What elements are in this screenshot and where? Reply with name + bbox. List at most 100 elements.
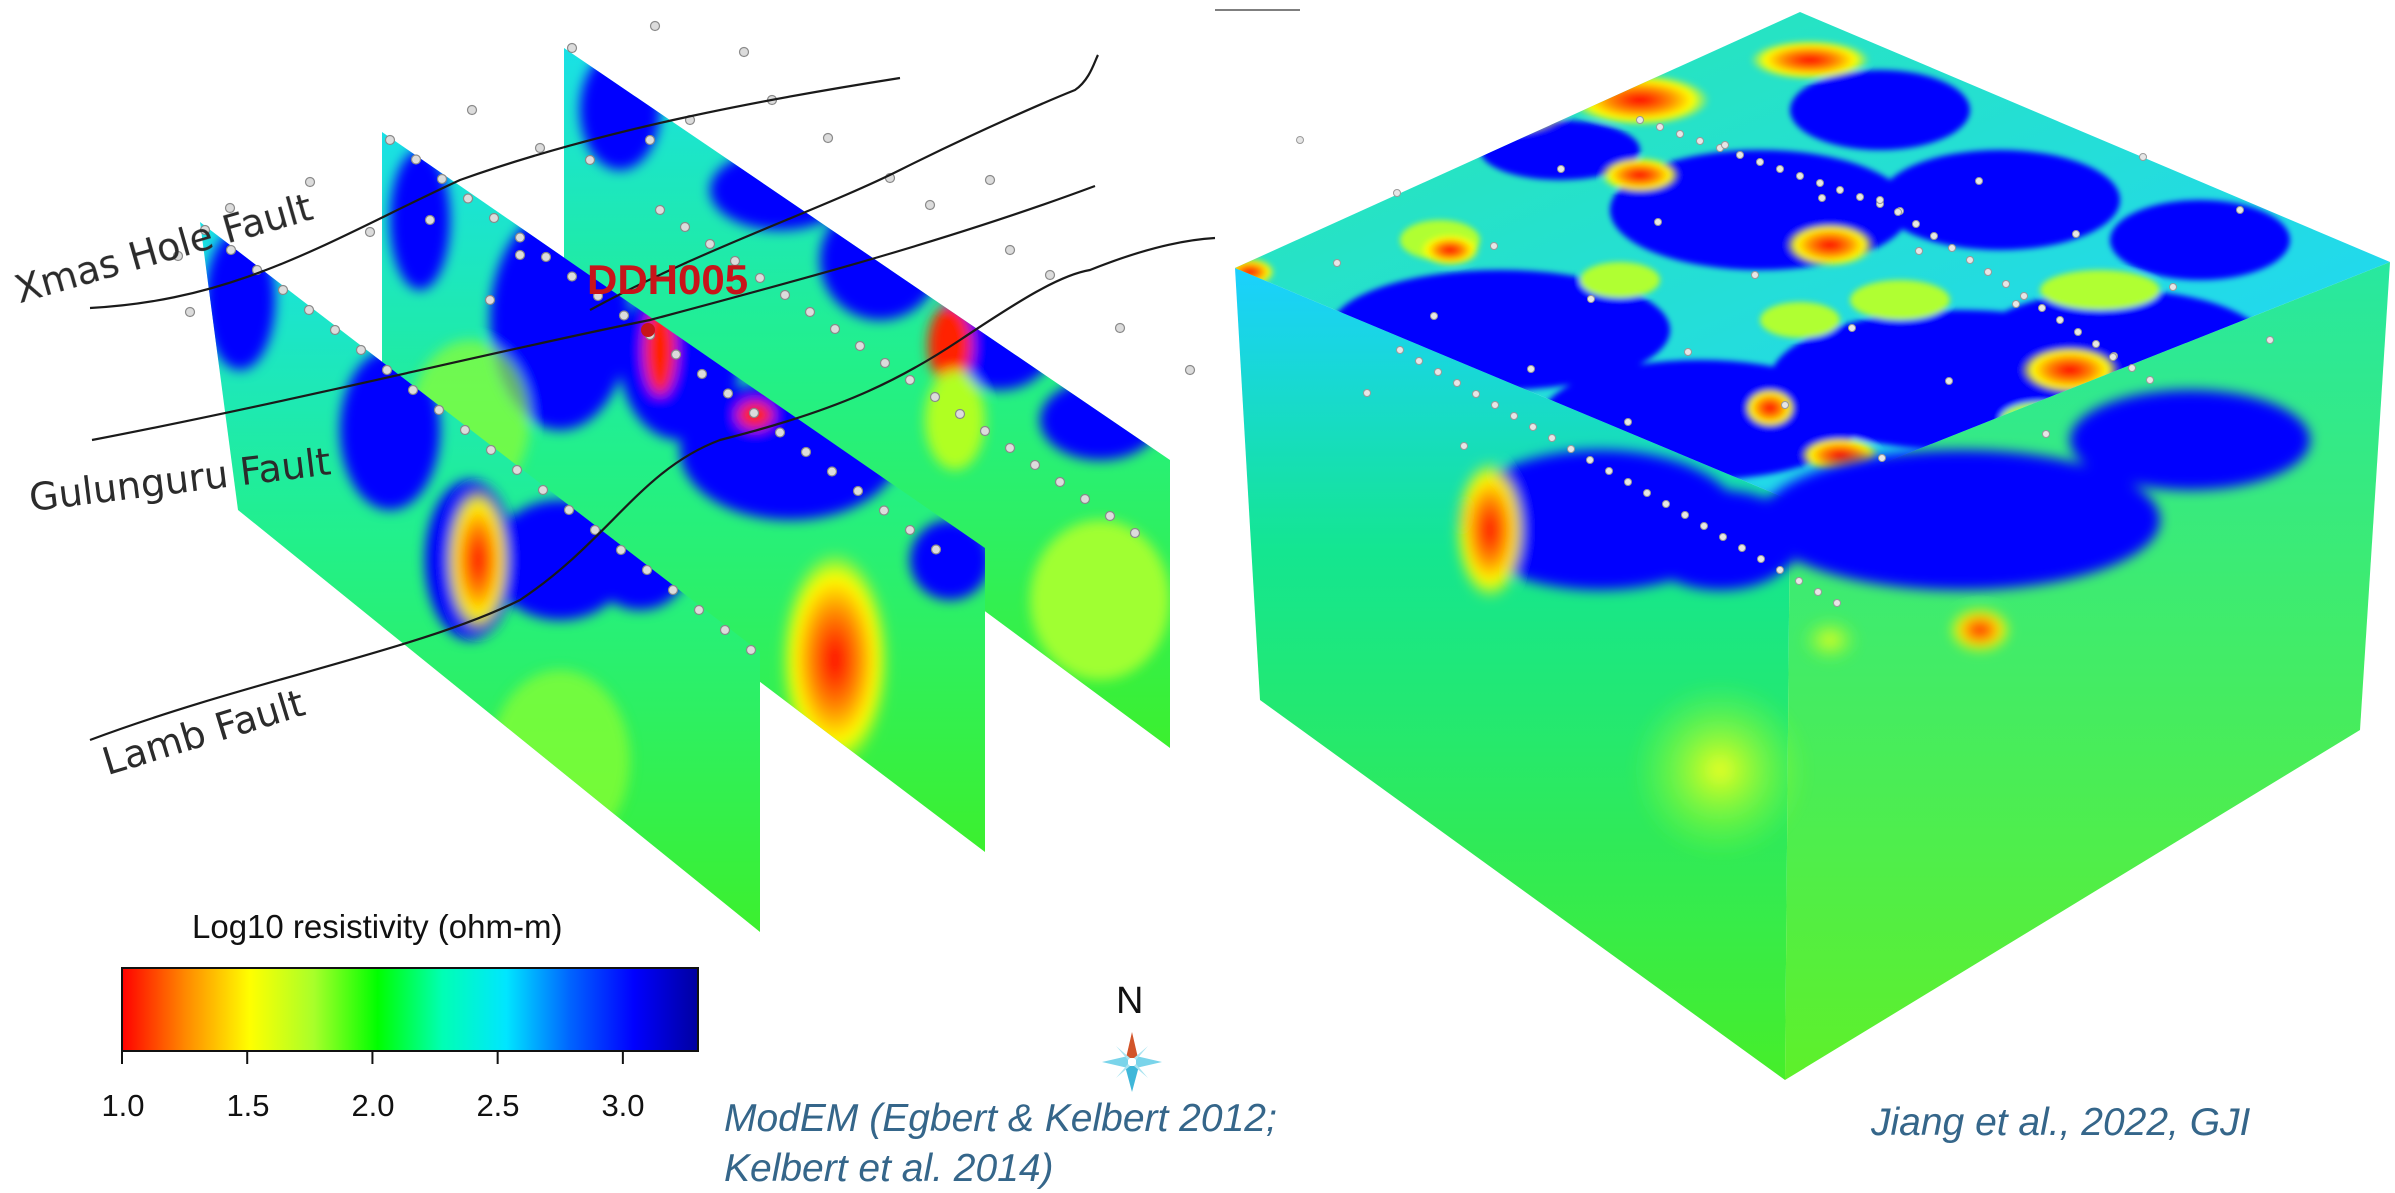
station-dot: [1878, 454, 1886, 462]
station-dot: [745, 644, 757, 656]
station-dot: [979, 425, 991, 437]
station-dot: [722, 388, 734, 399]
station-dot: [1587, 295, 1595, 303]
station-dot: [484, 294, 496, 306]
station-dot: [384, 134, 396, 146]
station-dot: [1605, 467, 1613, 475]
well-label-ddh005: DDH005: [587, 256, 749, 303]
station-dot: [748, 407, 760, 419]
station-dot: [804, 306, 816, 318]
station-dot: [2020, 292, 2028, 300]
station-dot: [2139, 153, 2147, 161]
station-dot: [1676, 130, 1684, 138]
station-dot: [1472, 390, 1480, 398]
station-dot: [2146, 376, 2154, 384]
station-dot: [1654, 218, 1662, 226]
station-dot: [826, 466, 838, 477]
station-dot: [592, 290, 604, 302]
station-dot: [2109, 353, 2117, 361]
station-dot: [1129, 527, 1141, 539]
north-arrow-icon: [1102, 1032, 1162, 1092]
station-dot: [1736, 151, 1744, 159]
station-dot: [1833, 599, 1841, 607]
north-label: N: [1116, 980, 1144, 1022]
station-dot: [754, 272, 766, 284]
station-dot: [1948, 244, 1956, 252]
station-dot: [800, 446, 812, 458]
station-dot: [364, 226, 376, 238]
station-dot: [1776, 165, 1784, 173]
station-dot: [1044, 269, 1056, 281]
station-dot: [1776, 566, 1784, 574]
station-dot: [381, 364, 393, 376]
station-dot: [355, 344, 367, 356]
station-dot: [1975, 177, 1983, 185]
station-dot: [644, 134, 656, 146]
station-dot: [1184, 364, 1196, 376]
station-dot: [424, 214, 436, 226]
station-dot: [1415, 357, 1423, 365]
station-dot: [1656, 123, 1664, 131]
station-markers-right: [1296, 116, 2274, 607]
station-dot: [1104, 510, 1116, 522]
station-dot: [462, 193, 474, 204]
station-dot: [1114, 322, 1126, 334]
station-dot: [1966, 256, 1974, 264]
station-dot: [2038, 304, 2046, 312]
station-dot: [511, 464, 523, 476]
colorbar-tick-marks: [121, 1051, 624, 1064]
station-dot: [563, 504, 575, 516]
station-dot: [649, 20, 661, 32]
station-dot: [277, 284, 289, 296]
station-dot: [1756, 158, 1764, 166]
station-dot: [566, 42, 578, 54]
credit-modem-line2: Kelbert et al. 2014): [724, 1147, 1054, 1190]
station-dot: [1491, 401, 1499, 409]
station-dot: [1567, 445, 1575, 453]
station-dot: [1818, 194, 1826, 202]
station-dot: [1529, 423, 1537, 431]
station-dot: [1796, 172, 1804, 180]
station-dot: [822, 132, 834, 144]
station-dot: [1751, 271, 1759, 279]
station-dot: [1816, 179, 1824, 187]
station-dot: [433, 404, 445, 416]
resistivity-slice-front: [200, 222, 760, 932]
fault-line-north: [589, 54, 1099, 311]
station-dot: [667, 584, 679, 596]
station-dot: [1363, 389, 1371, 397]
station-dot: [984, 174, 996, 186]
fault-line-xmas: [89, 76, 901, 310]
station-dot: [615, 544, 627, 556]
station-dot: [1930, 232, 1938, 240]
station-dot: [2002, 280, 2010, 288]
station-markers-left: [172, 20, 1196, 656]
station-dot: [1856, 193, 1864, 201]
station-dot: [878, 505, 890, 516]
station-dot: [930, 544, 942, 555]
station-dot: [774, 427, 786, 438]
station-dot: [618, 310, 630, 321]
station-dot: [514, 232, 526, 243]
station-dot: [466, 104, 478, 116]
station-dot: [2092, 340, 2100, 348]
station-dot: [2169, 283, 2177, 291]
station-dot: [1984, 268, 1992, 276]
station-dot: [1586, 456, 1594, 464]
station-dot: [1333, 259, 1341, 267]
station-dot: [641, 564, 653, 576]
station-dot: [1557, 165, 1565, 173]
station-dot: [1527, 365, 1535, 373]
station-dot: [184, 306, 196, 318]
station-dot: [407, 384, 419, 396]
station-dot: [566, 271, 578, 282]
station-dot: [729, 255, 741, 267]
station-dot: [1004, 244, 1016, 256]
colorbar-tick-label: 2.5: [476, 1088, 520, 1123]
station-dot: [1079, 493, 1091, 505]
station-dot: [1296, 136, 1304, 144]
station-dot: [329, 324, 341, 336]
station-dot: [924, 199, 936, 211]
station-dot: [1054, 476, 1066, 488]
